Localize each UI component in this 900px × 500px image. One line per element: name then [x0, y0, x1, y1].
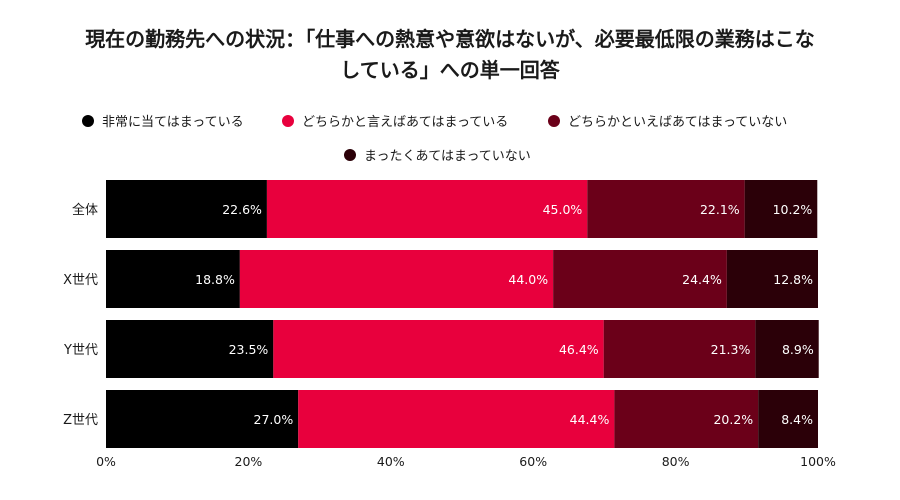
data-label: 44.0%	[508, 272, 548, 287]
legend-swatch-4	[344, 148, 356, 161]
data-label: 12.8%	[773, 272, 813, 287]
bar-segment	[603, 320, 756, 378]
chart-title-line-2: している」への単一回答	[340, 58, 560, 82]
data-label: 18.8%	[195, 272, 235, 287]
bar-segment	[587, 180, 745, 238]
data-label: 8.9%	[782, 342, 814, 357]
bar-segment	[726, 250, 818, 308]
bar-segment	[744, 180, 818, 238]
bar-segment	[106, 320, 274, 378]
bar-segment	[106, 250, 240, 308]
x-tick-label: 0%	[96, 454, 116, 469]
data-label: 22.6%	[222, 202, 262, 217]
bar-segment	[614, 390, 759, 448]
data-label: 24.4%	[682, 272, 722, 287]
legend-label-4: まったくあてはまっていない	[364, 149, 531, 164]
legend-label-3: どちらかといえばあてはまっていない	[568, 115, 788, 130]
x-tick-label: 40%	[377, 454, 405, 469]
legend-label-1: 非常に当てはまっている	[102, 115, 244, 130]
bar-segment	[553, 250, 727, 308]
legend-swatch-1	[82, 114, 94, 127]
x-tick-label: 60%	[519, 454, 547, 469]
category-label: X世代	[63, 273, 98, 288]
legend-swatch-2	[282, 114, 294, 127]
x-tick-label: 80%	[662, 454, 690, 469]
category-label: Y世代	[63, 343, 98, 358]
legend-item-1: 非常に当てはまっている	[82, 111, 244, 130]
data-label: 8.4%	[781, 412, 813, 427]
legend-swatch-3	[548, 114, 560, 127]
legend-label-2: どちらかと言えばあてはまっている	[302, 115, 509, 130]
x-tick-label: 20%	[235, 454, 263, 469]
data-label: 45.0%	[543, 202, 583, 217]
bar-segment	[273, 320, 604, 378]
data-label: 46.4%	[559, 342, 599, 357]
data-label: 22.1%	[700, 202, 740, 217]
bar-segment	[266, 180, 588, 238]
data-label: 10.2%	[773, 202, 813, 217]
category-label: 全体	[72, 202, 98, 218]
data-label: 44.4%	[570, 412, 610, 427]
x-tick-label: 100%	[800, 454, 836, 469]
data-label: 23.5%	[229, 342, 269, 357]
data-label: 21.3%	[711, 342, 751, 357]
chart-title-line-1: 現在の勤務先への状況：「仕事への熱意や意欲はないが、必要最低限の業務はこな	[85, 27, 815, 51]
legend-item-3: どちらかといえばあてはまっていない	[548, 111, 787, 130]
legend-item-2: どちらかと言えばあてはまっている	[282, 111, 508, 130]
category-label: Z世代	[63, 413, 98, 428]
bar-segment	[758, 390, 818, 448]
bar-segment	[755, 320, 819, 378]
legend-item-4: まったくあてはまっていない	[344, 145, 531, 164]
chart-title: 現在の勤務先への状況：「仕事への熱意や意欲はないが、必要最低限の業務はこな して…	[0, 24, 900, 86]
data-label: 27.0%	[254, 412, 294, 427]
bar-segment	[239, 250, 554, 308]
data-label: 20.2%	[713, 412, 753, 427]
bar-segment	[106, 180, 267, 238]
bar-segment	[106, 390, 299, 448]
bar-segment	[298, 390, 615, 448]
